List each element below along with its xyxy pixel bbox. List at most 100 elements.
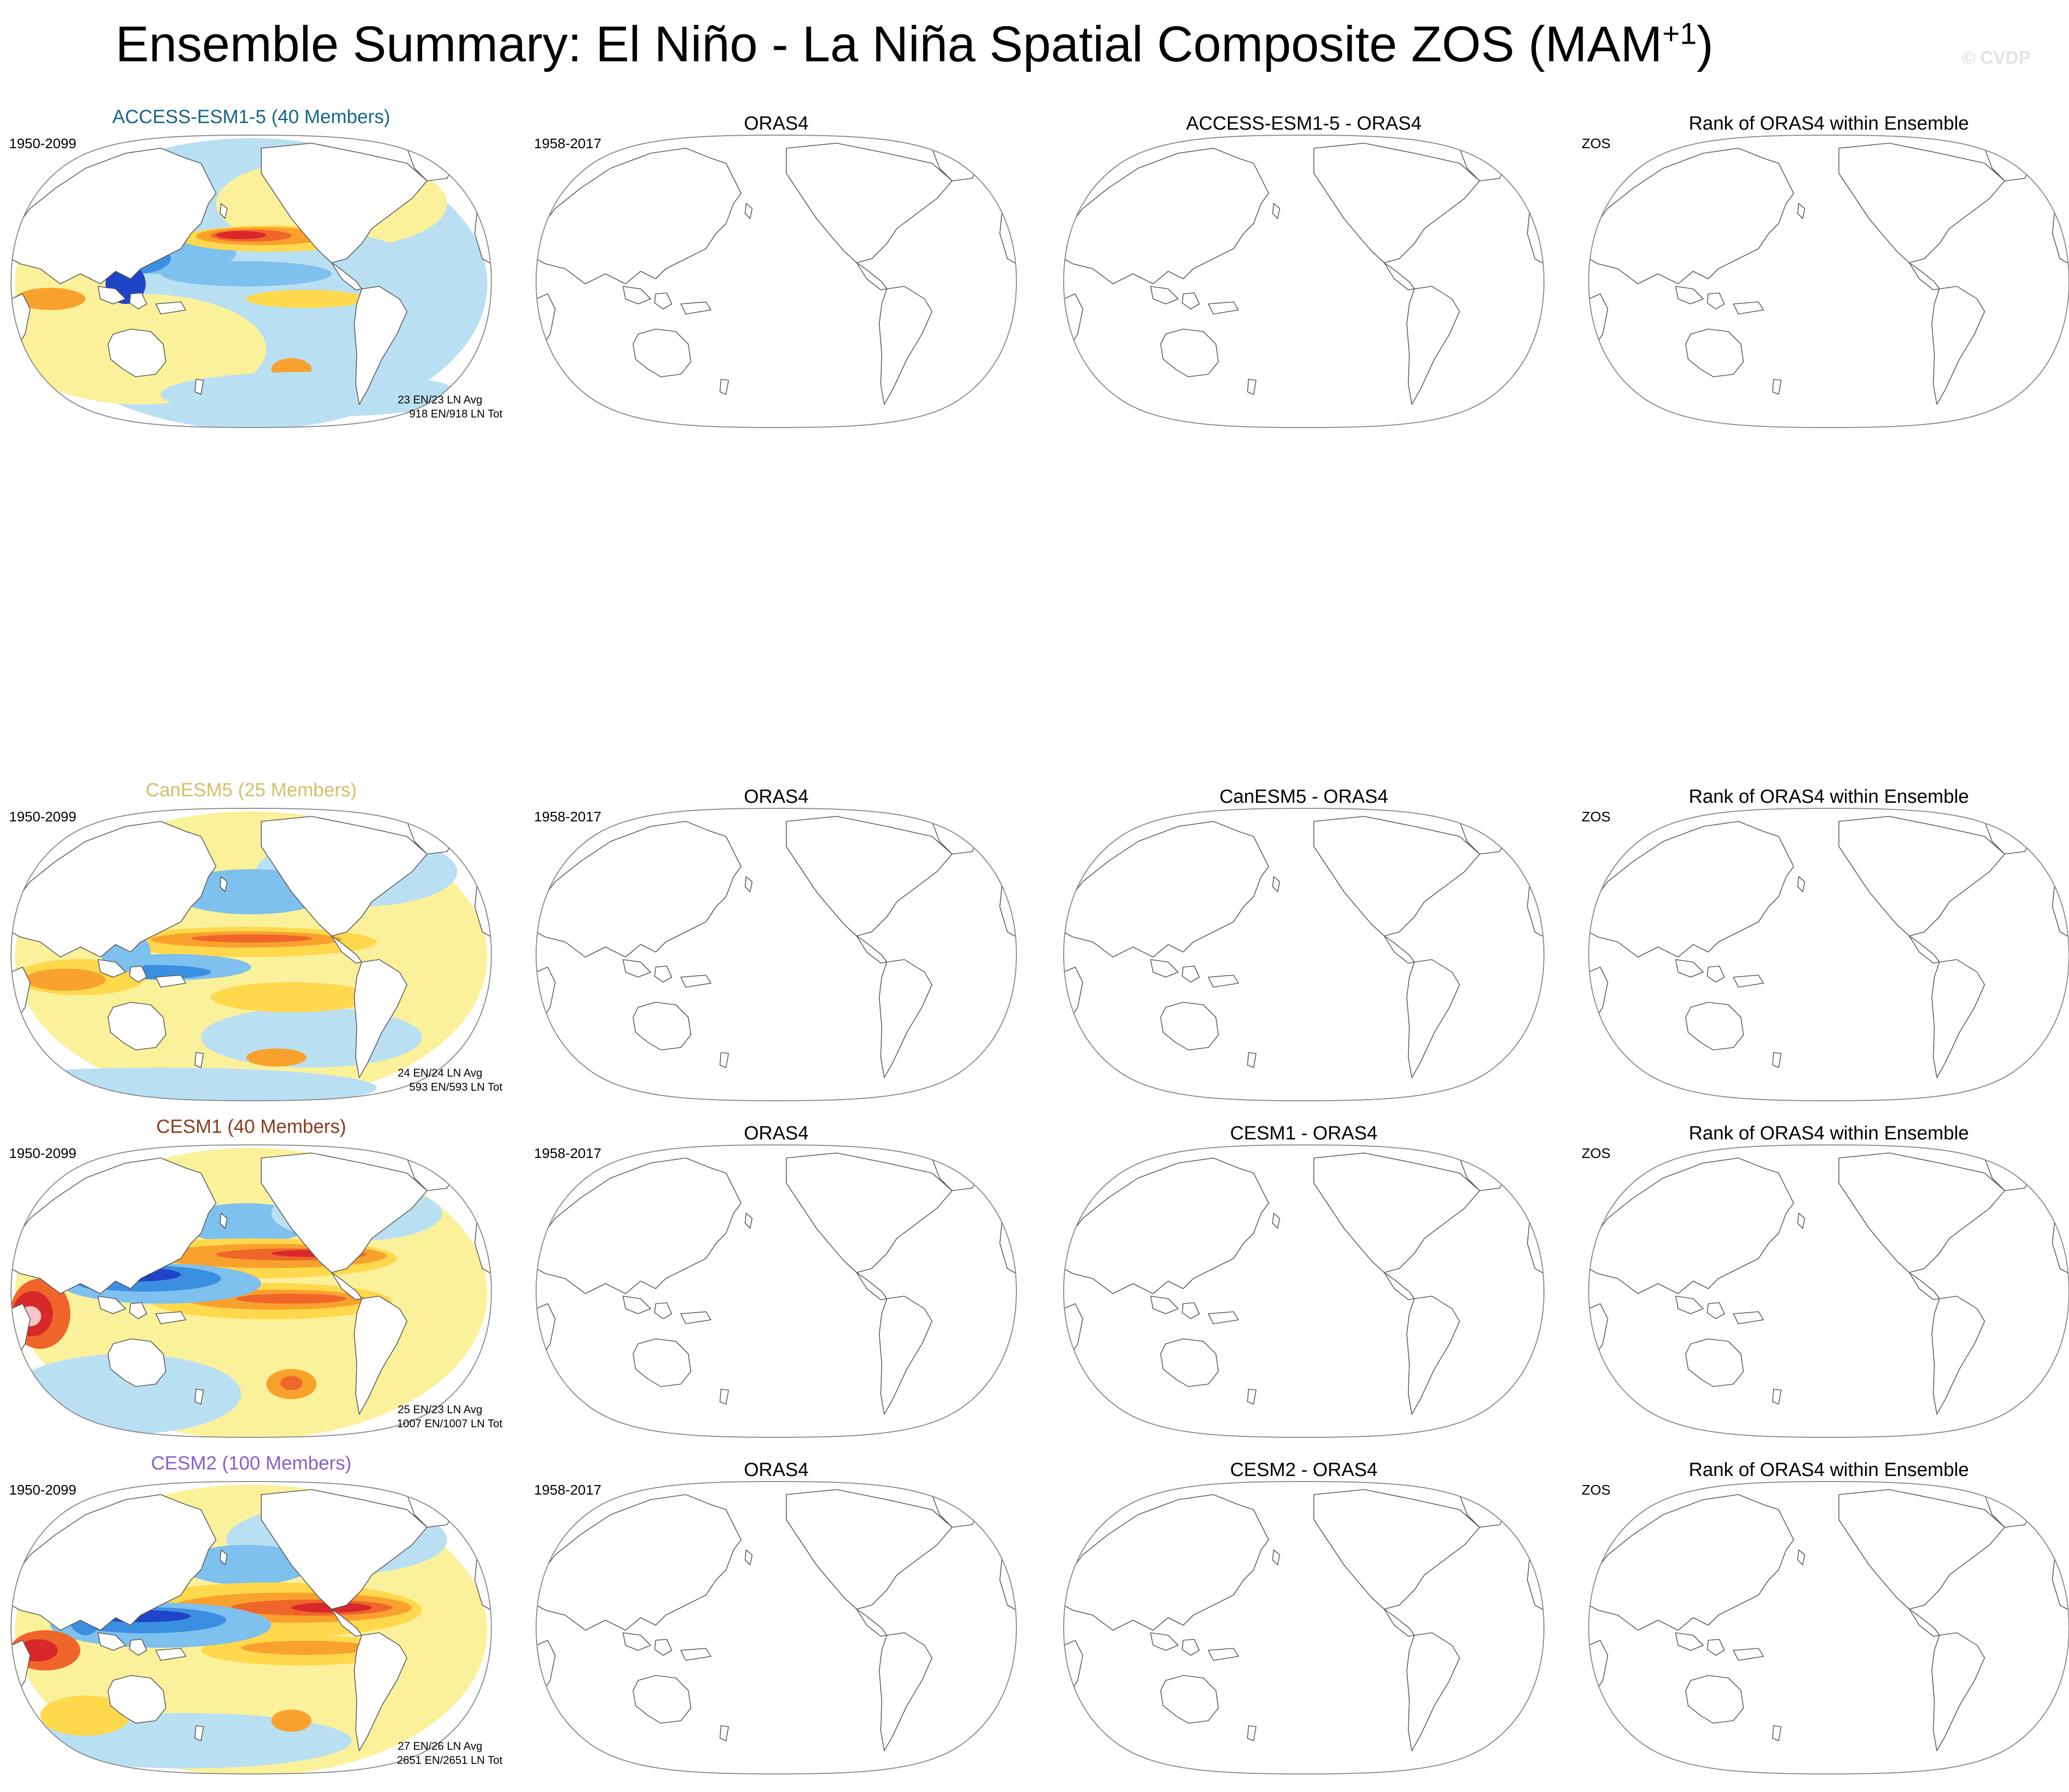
event-total-count: 1007 EN/1007 LN Tot bbox=[397, 1417, 502, 1430]
landmass bbox=[1589, 1303, 1608, 1364]
landmass bbox=[1313, 816, 1480, 936]
landmass bbox=[1182, 1639, 1200, 1656]
landmass bbox=[194, 1052, 204, 1068]
landmass bbox=[11, 148, 217, 284]
map-projection-outline bbox=[1063, 134, 1545, 429]
obs-panel-title: ORAS4 bbox=[744, 1123, 809, 1144]
map-projection-outline bbox=[535, 1481, 1017, 1775]
rank-variable: ZOS bbox=[1582, 809, 1611, 824]
diff-panel-title: CESM2 - ORAS4 bbox=[1230, 1459, 1378, 1481]
landmass bbox=[1909, 262, 1940, 290]
sea-level-anomaly-region bbox=[241, 1641, 372, 1655]
landmass bbox=[129, 292, 147, 309]
landmass bbox=[1797, 203, 1805, 219]
landmass bbox=[194, 1389, 204, 1405]
cvdp-watermark: © CVDP bbox=[1962, 47, 2031, 68]
landmass bbox=[1313, 1489, 1480, 1610]
landmass bbox=[354, 1632, 407, 1751]
landmass bbox=[1733, 301, 1764, 314]
landmass bbox=[1384, 1272, 1415, 1300]
landmass bbox=[1772, 1052, 1782, 1068]
landmass bbox=[633, 329, 691, 377]
landmass bbox=[1733, 1648, 1764, 1661]
landmass bbox=[1313, 1152, 1480, 1273]
landmass bbox=[1406, 959, 1460, 1078]
landmass bbox=[1247, 1389, 1257, 1405]
landmass bbox=[1384, 1609, 1415, 1637]
landmass bbox=[1160, 1675, 1219, 1724]
landmass bbox=[1182, 966, 1200, 983]
landmass bbox=[1589, 1640, 1608, 1701]
landmass bbox=[1064, 1640, 1083, 1701]
sea-level-anomaly-region bbox=[25, 969, 106, 991]
landmass bbox=[680, 301, 711, 314]
landmass bbox=[261, 143, 428, 263]
sea-level-anomaly-region bbox=[246, 1048, 306, 1067]
landmass bbox=[633, 1338, 691, 1387]
map-projection-outline bbox=[535, 1144, 1017, 1438]
landmass bbox=[1064, 148, 1269, 284]
landmass bbox=[1589, 821, 1794, 958]
page-title-superscript: +1 bbox=[1662, 17, 1697, 51]
obs-panel-title: ORAS4 bbox=[744, 1459, 809, 1481]
landmass bbox=[1247, 1725, 1257, 1741]
landmass bbox=[1589, 148, 1794, 284]
diff-panel-title: CanESM5 - ORAS4 bbox=[1219, 786, 1388, 807]
map-projection-outline bbox=[1063, 1481, 1545, 1775]
landmass bbox=[1685, 1338, 1744, 1387]
landmass bbox=[879, 1632, 933, 1751]
obs-composite-map bbox=[535, 1144, 1017, 1438]
landmass bbox=[1247, 379, 1257, 395]
landmass bbox=[1313, 143, 1480, 263]
landmass bbox=[1150, 286, 1179, 304]
rank-panel-title: Rank of ORAS4 within Ensemble bbox=[1689, 786, 1969, 807]
landmass bbox=[1707, 1302, 1725, 1319]
model-period: 1950-2099 bbox=[9, 1482, 76, 1498]
landmass bbox=[1150, 1632, 1179, 1651]
landmass bbox=[879, 286, 933, 405]
landmass bbox=[536, 967, 556, 1028]
landmass bbox=[108, 1338, 166, 1387]
landmass bbox=[786, 1489, 953, 1610]
landmass bbox=[1208, 975, 1239, 988]
event-total-count: 2651 EN/2651 LN Tot bbox=[397, 1754, 502, 1766]
diff-panel-title: CESM1 - ORAS4 bbox=[1230, 1123, 1378, 1144]
landmass bbox=[1589, 293, 1608, 355]
landmass bbox=[536, 1303, 556, 1364]
landmass bbox=[108, 329, 166, 377]
landmass bbox=[1838, 816, 2005, 936]
sea-level-anomaly-region bbox=[246, 290, 367, 308]
landmass bbox=[194, 379, 204, 395]
model-period: 1950-2099 bbox=[9, 1145, 76, 1161]
sea-level-anomaly-region bbox=[280, 1376, 302, 1390]
landmass bbox=[623, 959, 651, 978]
obs-period: 1958-2017 bbox=[534, 136, 601, 151]
event-total-count: 593 EN/593 LN Tot bbox=[409, 1081, 503, 1093]
map-projection-outline bbox=[10, 1481, 492, 1775]
sea-level-anomaly-region bbox=[216, 231, 266, 239]
landmass bbox=[97, 1296, 126, 1314]
landmass bbox=[1707, 1639, 1725, 1656]
landmass bbox=[261, 1489, 428, 1610]
landmass bbox=[1064, 1303, 1083, 1364]
map-projection-outline bbox=[10, 807, 492, 1102]
landmass bbox=[11, 967, 31, 1028]
landmass bbox=[719, 1052, 729, 1068]
sea-level-anomaly-region bbox=[161, 261, 332, 286]
landmass bbox=[680, 1648, 711, 1661]
landmass bbox=[194, 1725, 204, 1741]
sea-level-anomaly-region bbox=[271, 1710, 312, 1732]
landmass bbox=[108, 1675, 166, 1724]
model-panel-title: CanESM5 (25 Members) bbox=[145, 780, 357, 801]
landmass bbox=[1685, 1002, 1744, 1050]
landmass bbox=[220, 203, 228, 219]
landmass bbox=[354, 1296, 407, 1415]
landmass bbox=[879, 959, 933, 1078]
landmass bbox=[129, 1302, 147, 1319]
landmass bbox=[1589, 1157, 1794, 1294]
landmass bbox=[1931, 1296, 1985, 1415]
landmass bbox=[1064, 1494, 1269, 1631]
model-panel-title: CESM1 (40 Members) bbox=[156, 1116, 346, 1137]
landmass bbox=[536, 148, 742, 284]
rank-panel-title: Rank of ORAS4 within Ensemble bbox=[1689, 113, 1969, 134]
